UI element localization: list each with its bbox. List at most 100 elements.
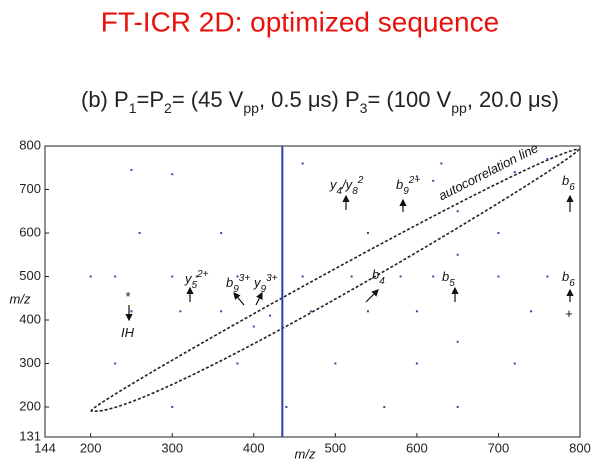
text-part: =P [136,87,164,112]
y-tick-label: 131 [19,428,41,443]
x-tick-label: 600 [406,440,428,455]
peak [252,325,255,328]
text-part: 9 [233,284,239,295]
text-part: /y [341,177,354,192]
y-tick-label: 500 [19,268,41,283]
annotation: y4/y82 [329,175,364,197]
peak [513,171,516,174]
peak [236,362,239,365]
annotation: b93+ [226,273,250,295]
annotation: autocorrelation line [436,140,541,203]
text-part: 3 [360,100,368,116]
peak [366,310,369,313]
peak [220,310,223,313]
annotation-arrow [233,292,245,306]
peak [366,231,369,234]
text-part: , 20.0 μs) [467,87,559,112]
text-part: y [184,271,193,286]
peak [546,275,549,278]
peak [415,175,418,178]
annotation: y52+ [184,269,209,291]
peak [114,275,117,278]
peak [456,405,459,408]
peak [546,158,549,161]
text-part: = (45 V [172,87,244,112]
text-part: y [253,275,262,290]
peak [195,275,198,278]
peak [456,253,459,256]
text-part: 2 [357,175,364,186]
annotation: b92+ [396,175,420,197]
peak [350,275,353,278]
annotation-arrow [255,291,263,306]
text-part: 9 [403,186,409,197]
text-part: pp [243,100,259,116]
annotation: IH [121,325,135,340]
text-part: b [562,269,569,284]
peak [89,275,92,278]
peak [130,310,133,313]
peak [497,231,500,234]
text-part: 3+ [239,273,251,284]
annotation: b6 [562,173,575,193]
peak [497,275,500,278]
y-tick-label: 400 [19,311,41,326]
text-part: 2+ [196,269,209,280]
annotation: y93+ [253,273,278,295]
peak [530,310,533,313]
peak [513,362,516,365]
text-part: 9 [261,284,267,295]
subtitle: (b) P1=P2= (45 Vpp, 0.5 μs) P3= (100 Vpp… [81,87,559,116]
text-part: IH [121,325,135,340]
peak [415,310,418,313]
x-tick-label: 500 [324,440,346,455]
text-part: pp [451,100,467,116]
peak [456,210,459,213]
peak [236,275,239,278]
plot-frame [44,145,581,438]
text-part: b [226,275,233,290]
y-tick-label: 600 [19,224,41,239]
x-tick-label: 144 [34,440,56,455]
peak [171,275,174,278]
annotation: * [125,289,131,304]
peak [301,275,304,278]
peak [309,310,312,313]
y-axis-label: m/z [10,291,31,306]
annotation: b4 [372,267,385,287]
peak [171,173,174,176]
text-part: 5 [449,278,455,289]
text-part: autocorrelation line [436,140,541,203]
text-part: 6 [569,182,575,193]
peak [179,310,182,313]
annotation-arrow [365,289,379,303]
text-part: (b) P [81,87,129,112]
text-part: 6 [569,278,575,289]
x-axis-label: m/z [295,446,316,459]
peak [285,405,288,408]
text-part: 8 [352,186,358,197]
peak [383,405,386,408]
x-tick-label: 300 [161,440,183,455]
text-part: 2+ [408,175,421,186]
text-part: b [562,173,569,188]
peak [415,362,418,365]
peak [432,179,435,182]
x-tick-label: 400 [243,440,265,455]
x-tick-label: 700 [488,440,510,455]
text-part: 2 [164,100,172,116]
peak [220,231,223,234]
text-part: y [329,177,338,192]
peak [138,231,141,234]
x-tick-label: 800 [569,440,591,455]
peak [456,340,459,343]
y-tick-label: 700 [19,181,41,196]
peak [440,162,443,165]
peak [171,405,174,408]
text-part: 4 [379,276,385,287]
peak [130,168,133,171]
peak [399,275,402,278]
annotation: b6 [562,269,575,289]
text-part: 4 [337,186,343,197]
